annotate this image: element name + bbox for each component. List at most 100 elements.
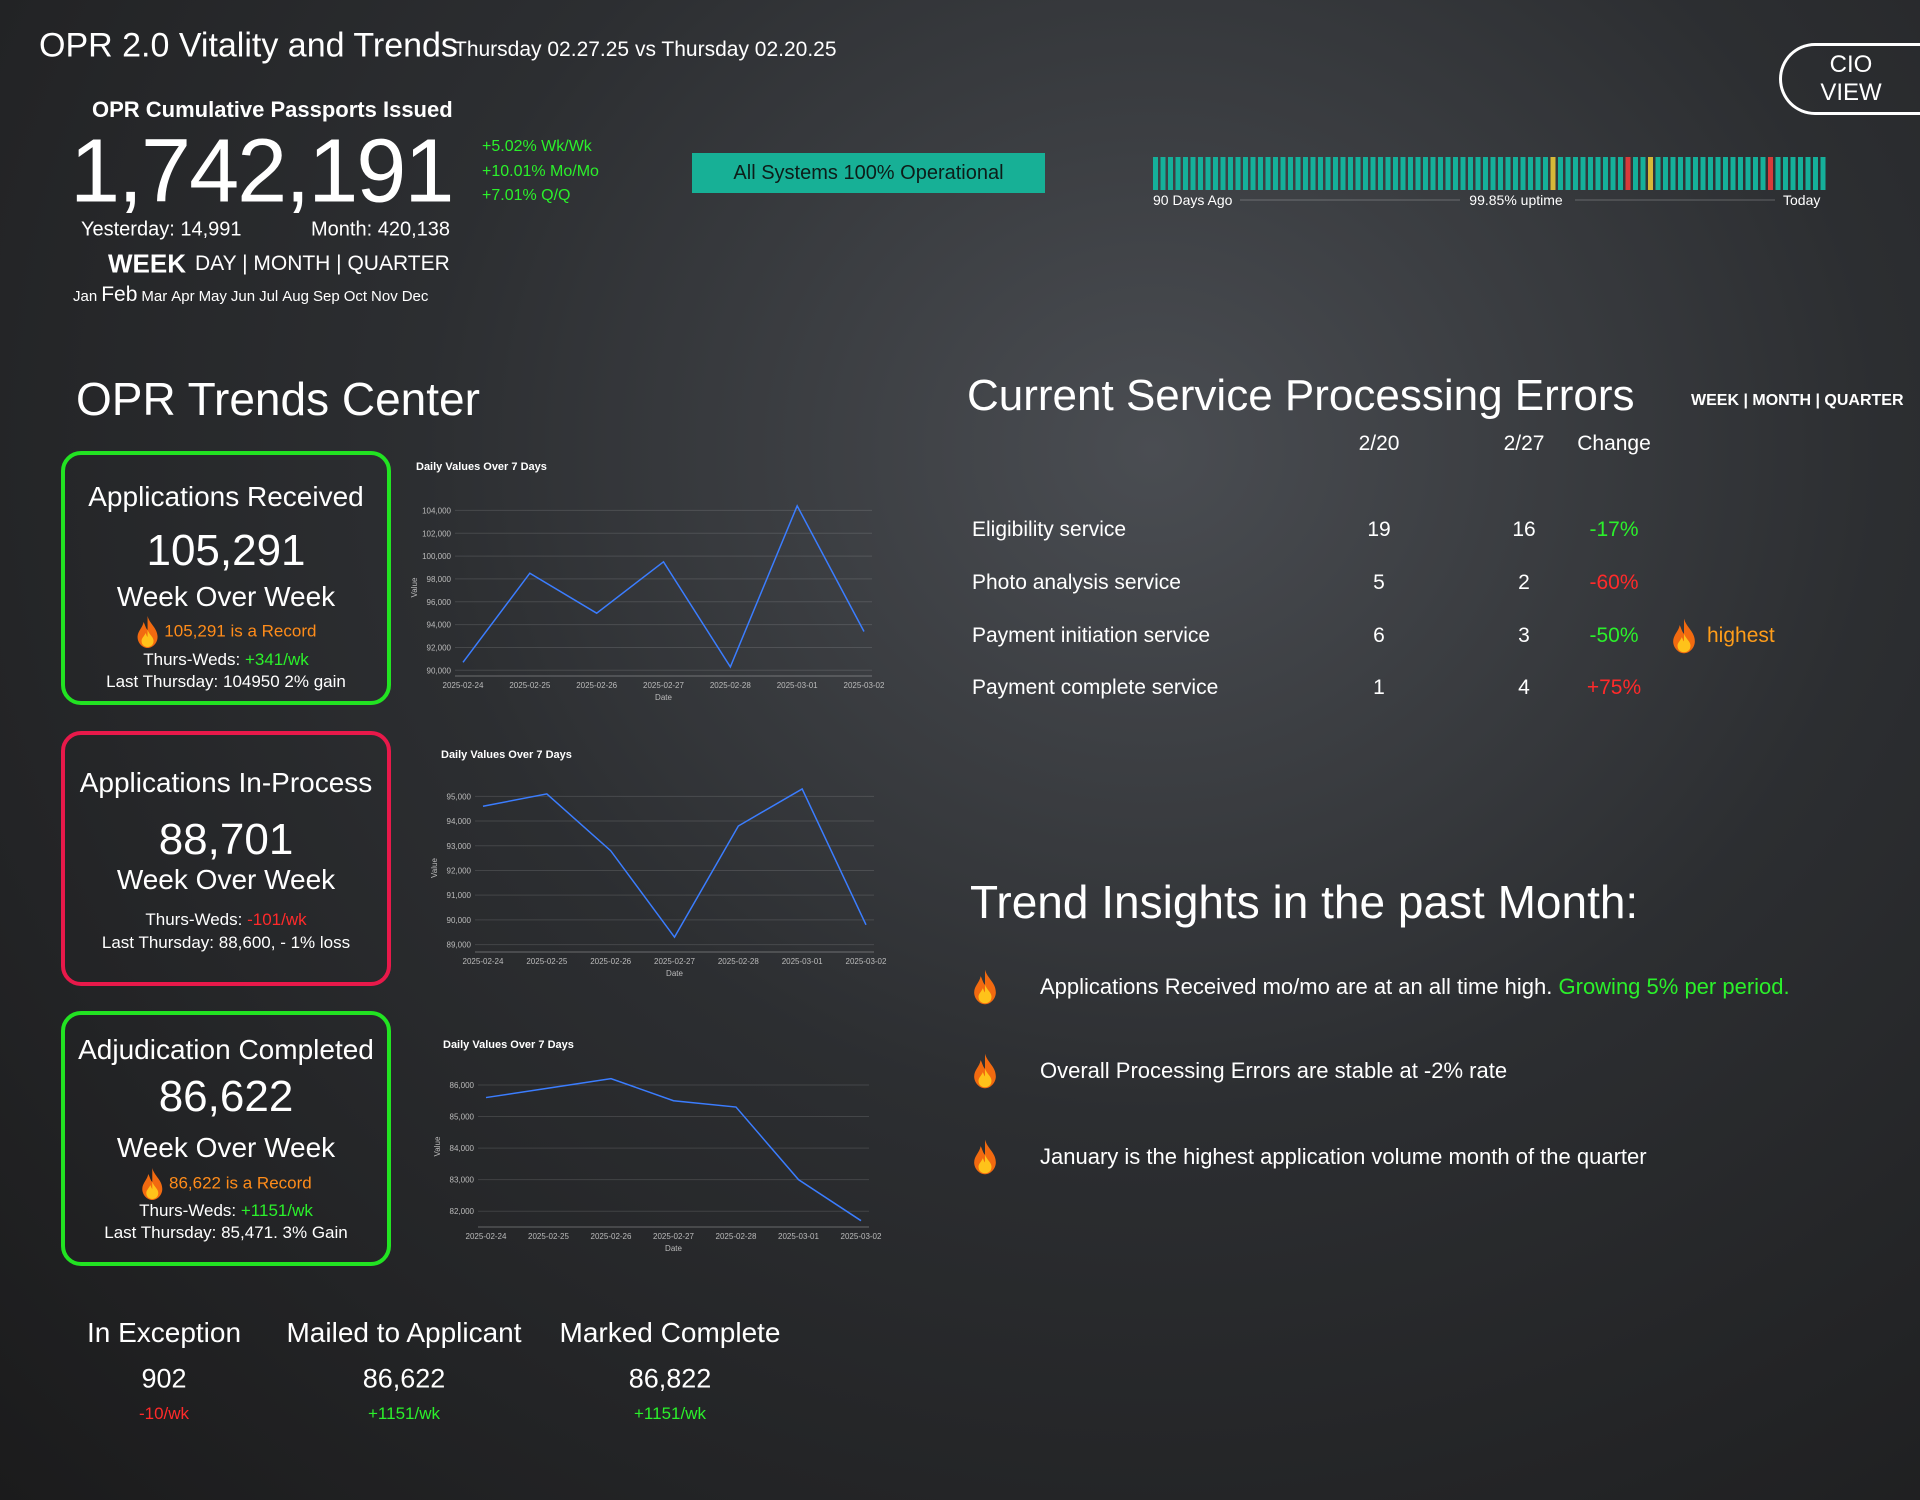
errors-after: 4 (1518, 676, 1530, 699)
card-applications-in-process: Applications In-Process 88,701 Week Over… (61, 731, 391, 986)
uptime-day (1265, 157, 1271, 190)
x-tick-label: 2025-02-26 (576, 681, 617, 690)
chart-title: Daily Values Over 7 Days (441, 749, 572, 761)
uptime-day (1468, 157, 1473, 190)
month-option[interactable]: Aug (282, 288, 309, 305)
month-option[interactable]: Sep (312, 288, 340, 305)
uptime-day (1708, 157, 1713, 190)
uptime-day (1820, 157, 1826, 190)
y-tick-label: 98,000 (427, 575, 452, 584)
change-value: +1151/wk (240, 1201, 313, 1220)
uptime-day (1700, 157, 1706, 190)
uptime-day (1400, 157, 1406, 190)
status-banner: All Systems 100% Operational (692, 153, 1045, 193)
uptime-day (1295, 157, 1301, 190)
uptime-day (1520, 157, 1526, 190)
uptime-day (1685, 157, 1691, 190)
uptime-day (1243, 157, 1248, 190)
uptime-day (1535, 157, 1541, 190)
month-option[interactable]: Apr (171, 288, 195, 305)
y-tick-label: 96,000 (427, 598, 452, 607)
month-selector: Jan Feb Mar Apr May Jun Jul Aug Sep Oct Nov Dec (73, 283, 432, 307)
errors-after: 16 (1512, 518, 1536, 541)
y-axis-label: Value (433, 1136, 442, 1156)
line-series (485, 1077, 862, 1222)
y-tick-label: 84,000 (450, 1144, 475, 1153)
uptime-day (1640, 157, 1646, 190)
x-tick-label: 2025-02-25 (526, 957, 567, 966)
uptime-day (1678, 157, 1683, 190)
uptime-day (1625, 157, 1631, 190)
errors-after: 2 (1518, 571, 1530, 594)
uptime-day (1543, 157, 1548, 190)
uptime-day (1153, 157, 1158, 190)
y-tick-label: 95,000 (447, 792, 472, 801)
card-adjudication-completed: Adjudication Completed 86,622 Week Over … (61, 1011, 391, 1266)
page-subtitle: Thursday 02.27.25 vs Thursday 02.20.25 (454, 38, 837, 61)
y-tick-label: 104,000 (422, 506, 451, 515)
uptime-day (1325, 157, 1331, 190)
month-option[interactable]: Jul (259, 288, 279, 305)
uptime-day (1318, 157, 1323, 190)
uptime-day (1670, 157, 1676, 190)
card-period: Week Over Week (116, 864, 336, 895)
change-row: Thurs-Weds: +1151/wk (139, 1201, 313, 1221)
month-option[interactable]: Feb (101, 283, 138, 306)
uptime-day (1423, 157, 1428, 190)
flame-icon (140, 1168, 164, 1200)
month-option[interactable]: Nov (371, 288, 398, 305)
chart-title: Daily Values Over 7 Days (443, 1039, 574, 1051)
record-row: 105,291 is a Record (136, 616, 316, 648)
uptime-day (1348, 157, 1353, 190)
card-applications-received: Applications Received 105,291 Week Over … (61, 451, 391, 705)
total-label: Mailed to Applicant (286, 1317, 522, 1348)
month-option[interactable]: Jun (230, 288, 256, 305)
y-axis-label: Value (410, 577, 419, 597)
x-axis-label: Date (665, 1244, 682, 1253)
y-tick-label: 90,000 (427, 666, 452, 675)
cio-view-button[interactable]: CIO VIEW (1779, 43, 1920, 115)
flame-icon (136, 616, 160, 648)
uptime-day (1213, 157, 1218, 190)
card-period: Week Over Week (116, 1132, 336, 1163)
y-tick-label: 86,000 (450, 1081, 475, 1090)
trends-title: OPR Trends Center (76, 373, 480, 425)
total-value: 902 (141, 1363, 187, 1394)
insight-text: Applications Received mo/mo are at an al… (1040, 974, 1553, 999)
card-title: Applications Received (88, 481, 364, 512)
period-options[interactable]: DAY | MONTH | QUARTER (195, 252, 450, 275)
y-tick-label: 102,000 (422, 529, 451, 538)
errors-change: -50% (1589, 624, 1639, 647)
uptime-day (1775, 157, 1781, 190)
change-row: Thurs-Weds: +341/wk (143, 650, 309, 670)
uptime-day (1303, 157, 1308, 190)
uptime-day (1528, 157, 1533, 190)
uptime-day (1190, 157, 1196, 190)
period-selected[interactable]: WEEK (108, 248, 186, 279)
uptime-day (1393, 157, 1398, 190)
month-option[interactable]: May (198, 288, 227, 305)
uptime-day (1385, 157, 1391, 190)
flame-icon (972, 969, 998, 1005)
insight-text: January is the highest application volum… (1040, 1144, 1647, 1169)
errors-periods[interactable]: WEEK | MONTH | QUARTER (1691, 392, 1904, 409)
month-option[interactable]: Jan (73, 288, 98, 305)
month-option[interactable]: Dec (401, 288, 429, 305)
uptime-day (1798, 157, 1803, 190)
uptime-day (1768, 157, 1773, 190)
cumulative-label: OPR Cumulative Passports Issued (92, 97, 453, 122)
insights-title: Trend Insights in the past Month: (970, 876, 1639, 928)
insight: January is the highest application volum… (1040, 1144, 1647, 1170)
uptime-day (1663, 157, 1668, 190)
card-value: 105,291 (146, 526, 306, 575)
uptime-day (1288, 157, 1293, 190)
uptime-day (1378, 157, 1383, 190)
month-option[interactable]: Oct (343, 288, 368, 305)
month-option[interactable]: Mar (141, 288, 168, 305)
uptime-day (1513, 157, 1518, 190)
service-name: Payment initiation service (972, 624, 1211, 647)
service-name: Payment complete service (972, 676, 1219, 699)
y-tick-label: 93,000 (447, 842, 472, 851)
total-change: +1151/wk (634, 1404, 706, 1423)
uptime-day (1715, 157, 1721, 190)
